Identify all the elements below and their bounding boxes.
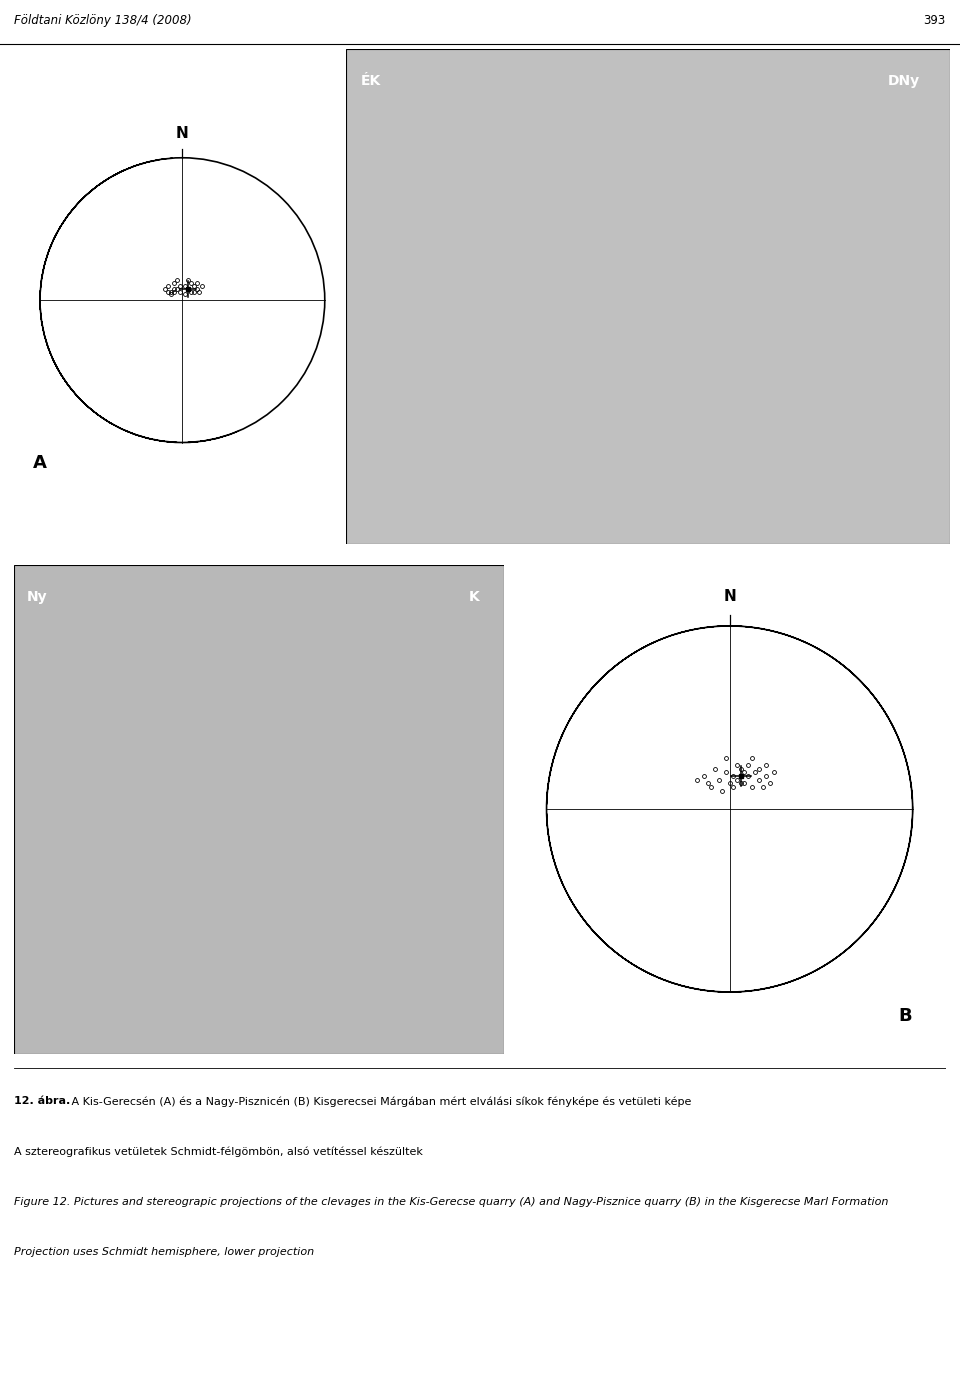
Text: Projection uses Schmidt hemisphere, lower projection: Projection uses Schmidt hemisphere, lowe… — [14, 1247, 315, 1256]
Text: DNy: DNy — [888, 74, 920, 88]
Text: A Kis-Gerecsén (A) és a Nagy-Pisznicén (B) Kisgerecsei Márgában mért elválási sí: A Kis-Gerecsén (A) és a Nagy-Pisznicén (… — [68, 1096, 692, 1107]
Text: N: N — [176, 126, 189, 141]
Text: Figure 12. Pictures and stereograpic projections of the clevages in the Kis-Gere: Figure 12. Pictures and stereograpic pro… — [14, 1196, 889, 1206]
Text: B: B — [898, 1007, 912, 1025]
Text: A: A — [33, 454, 47, 472]
Text: Ny: Ny — [27, 589, 47, 604]
Text: A sztereografikus vetületek Schmidt-félgömbön, alsó vetítéssel készültek: A sztereografikus vetületek Schmidt-félg… — [14, 1146, 423, 1157]
Text: ÉK: ÉK — [361, 74, 381, 88]
Text: Földtani Közlöny 138/4 (2008): Földtani Közlöny 138/4 (2008) — [14, 14, 192, 28]
Text: 12. ábra.: 12. ábra. — [14, 1096, 71, 1106]
Text: 393: 393 — [924, 14, 946, 28]
Text: N: N — [723, 589, 736, 604]
Text: K: K — [468, 589, 480, 604]
